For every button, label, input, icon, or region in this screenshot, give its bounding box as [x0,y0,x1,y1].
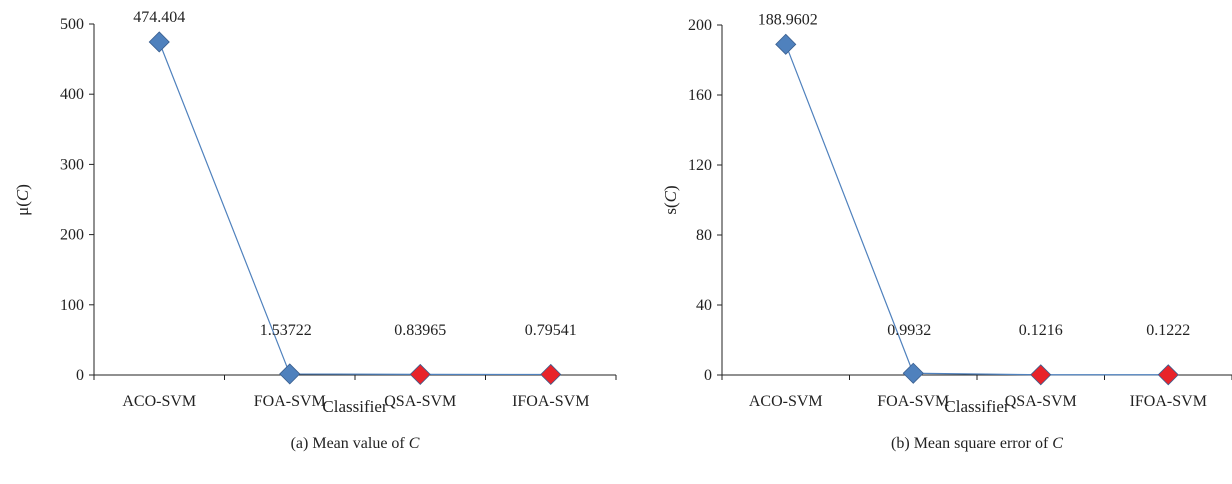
data-point-marker [1030,364,1052,386]
y-tick-label: 0 [76,367,84,384]
y-tick-label: 40 [696,297,712,314]
y-axis-title: s(C) [661,185,680,214]
data-labels: 188.9602 0.9932 0.1216 0.1222 [758,11,1191,339]
data-point-marker [409,363,431,385]
y-axis-title-var: C [661,190,680,202]
y-axis-title-post: ) [661,185,680,191]
data-point-marker [1157,364,1179,386]
y-tick-label: 120 [688,157,712,174]
y-axis-title-pre: s( [661,202,680,215]
data-label: 0.9932 [887,322,931,339]
chart-mean-value: 0 100 200 300 400 500 ACO-SVM FOA-SVM QSA-SVM IF… [13,9,617,452]
caption-var: C [1052,435,1063,452]
series-line [158,41,551,376]
y-axis-title-var: C [13,189,32,201]
x-ticks: ACO-SVM FOA-SVM QSA-SVM IFOA-SVM [721,375,1232,410]
data-label: 188.9602 [758,11,818,28]
y-tick-label: 160 [688,87,712,104]
x-tick-label: FOA-SVM [877,393,949,410]
x-tick-label: IFOA-SVM [1130,393,1207,410]
x-tick-label: ACO-SVM [749,393,823,410]
caption: (b) Mean square error of C [891,435,1063,452]
chart-mean-square-error: 0 40 80 120 160 200 ACO-SVM FOA-SVM QSA-SVM IFOA… [661,11,1232,452]
y-tick-label: 100 [60,297,84,314]
data-label: 1.53722 [260,322,312,339]
y-tick-label: 400 [60,86,84,103]
data-point-marker [775,33,797,55]
data-point-marker [148,31,170,53]
data-labels: 474.404 1.53722 0.83965 0.79541 [133,9,577,339]
y-ticks: 0 100 200 300 400 500 [60,16,94,384]
data-label: 474.404 [133,9,185,26]
markers [775,33,1179,386]
y-tick-label: 0 [704,367,712,384]
caption-pre: (b) Mean square error of [891,435,1052,452]
y-tick-label: 300 [60,156,84,173]
data-point-marker [279,363,301,385]
y-axis-title-pre: μ( [13,201,32,216]
x-tick-label: ACO-SVM [122,393,196,410]
y-axis-title: μ(C) [13,184,32,216]
caption-var: C [409,435,420,452]
x-axis-title: Classifier [322,397,387,416]
y-ticks: 0 40 80 120 160 200 [688,17,722,384]
y-axis-title-post: ) [13,184,32,190]
data-label: 0.1216 [1019,322,1063,339]
x-ticks: ACO-SVM FOA-SVM QSA-SVM IFOA-SVM [93,375,617,410]
x-tick-label: FOA-SVM [254,393,326,410]
data-point-marker [540,363,562,386]
y-tick-label: 200 [688,17,712,34]
caption: (a) Mean value of C [291,435,420,452]
series-line [785,44,1169,376]
y-tick-label: 200 [60,227,84,244]
data-label: 0.79541 [525,322,577,339]
x-tick-label: QSA-SVM [384,393,456,410]
y-tick-label: 500 [60,16,84,33]
x-tick-label: QSA-SVM [1005,393,1077,410]
markers [148,31,562,386]
data-label: 0.83965 [394,322,446,339]
data-point-marker [902,362,924,384]
data-label: 0.1222 [1146,322,1190,339]
x-axis-title: Classifier [944,397,1009,416]
caption-pre: (a) Mean value of [291,435,409,452]
y-tick-label: 80 [696,227,712,244]
x-tick-label: IFOA-SVM [512,393,589,410]
